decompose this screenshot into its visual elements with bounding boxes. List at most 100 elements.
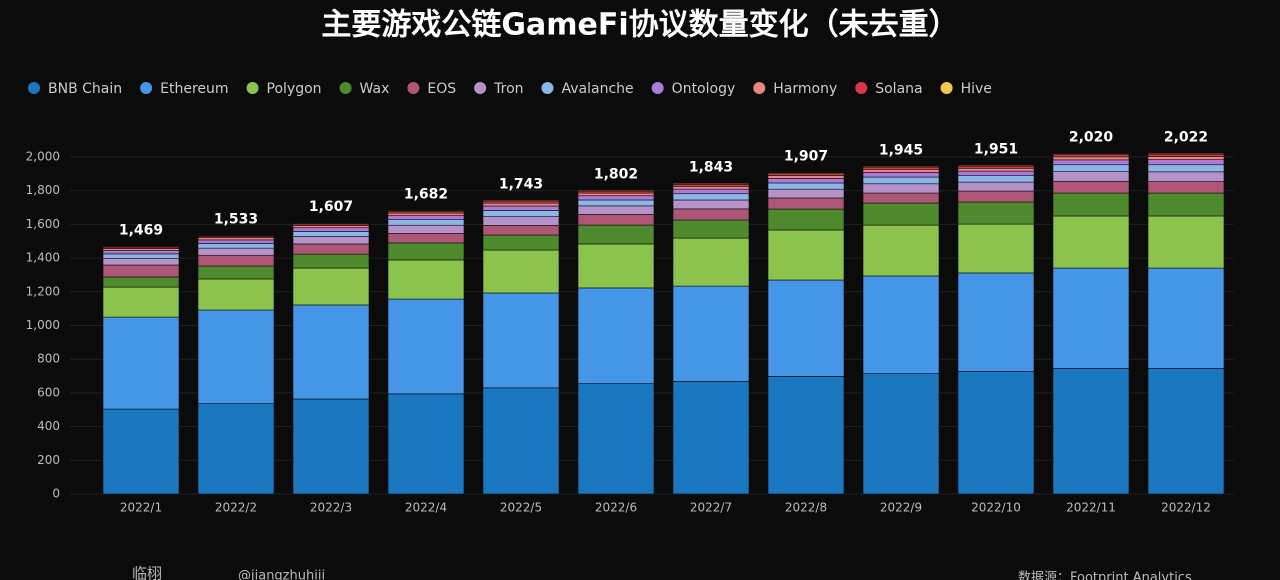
legend-label: Ontology [672,81,736,97]
bar-segment [1052,267,1130,369]
total-label: 1,843 [689,159,733,175]
bar-segment [577,287,655,384]
bar-segment [1147,181,1225,194]
x-tick-label: 2022/5 [500,501,542,515]
bar-segment [102,264,180,278]
bar-segment [862,169,940,173]
bar-segment [197,235,275,237]
bar-segment [957,181,1035,192]
bar-segment [197,247,275,256]
bar-segment [1147,171,1225,182]
bar-segment [957,201,1035,225]
y-tick-label: 1,800 [26,183,60,197]
x-tick-label: 2022/4 [405,501,447,515]
bar-segment [672,381,750,495]
bar-segment [197,237,275,241]
bar-segment [1052,192,1130,217]
y-tick-label: 200 [37,453,60,467]
x-tick-label: 2022/11 [1066,501,1116,515]
bar-segment [482,387,560,495]
bar-segment [292,267,370,306]
bar-segment [292,304,370,400]
legend-label: Tron [493,81,523,97]
y-tick-label: 600 [37,385,60,399]
bar-segment [957,190,1035,203]
bar-segment [482,249,560,294]
bar-segment [482,216,560,226]
bar-segment [862,373,940,495]
legend-marker [28,82,40,94]
bar-segment [767,175,845,179]
y-tick-label: 400 [37,419,60,433]
bar-segment [862,224,940,277]
total-label: 1,469 [119,222,163,238]
legend-marker [651,82,664,94]
bar-segment [672,193,750,201]
bar-segment [672,219,750,239]
legend-marker [753,82,766,94]
bar-segment [482,234,560,251]
chart-title: 主要游戏公链GameFi协议数量变化（未去重） [321,8,958,43]
bar-segment [767,182,845,190]
x-tick-label: 2022/7 [690,501,732,515]
x-tick-label: 2022/8 [785,501,827,515]
bar-segment [862,275,940,374]
bar-segment [197,403,275,495]
bar-segment [957,167,1035,172]
bar-segment [957,165,1035,169]
x-tick-label: 2022/1 [120,501,162,515]
bar-segment [672,183,750,185]
bar-segment [1147,159,1225,166]
total-label: 1,607 [309,199,353,215]
bar-segment [1052,215,1130,269]
bar-segment [197,243,275,249]
bar-segment [957,272,1035,372]
bar-segment [862,192,940,204]
bar-segment [1147,215,1225,269]
bar-segment [482,292,560,389]
bar-segment [387,298,465,395]
legend-marker [940,82,953,94]
bar-segment [482,225,560,236]
total-label: 1,951 [974,141,1018,157]
x-tick-label: 2022/6 [595,501,637,515]
legend-marker [246,82,259,94]
bar-segment [672,183,750,187]
bar-segment [1052,154,1130,158]
bar-segment [577,199,655,207]
y-tick-label: 1,200 [26,284,60,298]
bar-segment [577,383,655,495]
bar-segment [292,231,370,237]
bar-segment [1147,164,1225,173]
bar-segment [577,205,655,215]
bar-segment [672,237,750,287]
legend-marker [140,82,153,94]
bar-segment [577,243,655,289]
bar-segment [767,376,845,495]
x-tick-label: 2022/3 [310,501,352,515]
total-label: 1,533 [214,212,258,228]
legend-label: Polygon [267,81,322,97]
bar-segment [482,205,560,211]
y-tick-label: 2,000 [26,150,60,164]
bar-segment [102,408,180,495]
bar-segment [387,219,465,226]
bar-segment [102,316,180,410]
bar-segment [1147,156,1225,160]
bar-segment [672,188,750,195]
bar-segment [197,254,275,267]
total-label: 1,682 [404,187,448,203]
bar-segment [862,172,940,178]
bar-segment [1147,153,1225,157]
bar-segment [1052,171,1130,182]
legend-label: Solana [875,81,922,97]
y-tick-label: 1,600 [26,217,60,231]
bar-segment [387,233,465,244]
bar-segment [577,213,655,226]
bar-segment [292,225,370,229]
bar-segment [197,309,275,404]
x-tick-label: 2022/10 [971,501,1021,515]
bar-segment [767,279,845,377]
legend-label: Hive [961,81,992,97]
footer-source: 数据源：Footprint Analytics [1018,571,1192,580]
